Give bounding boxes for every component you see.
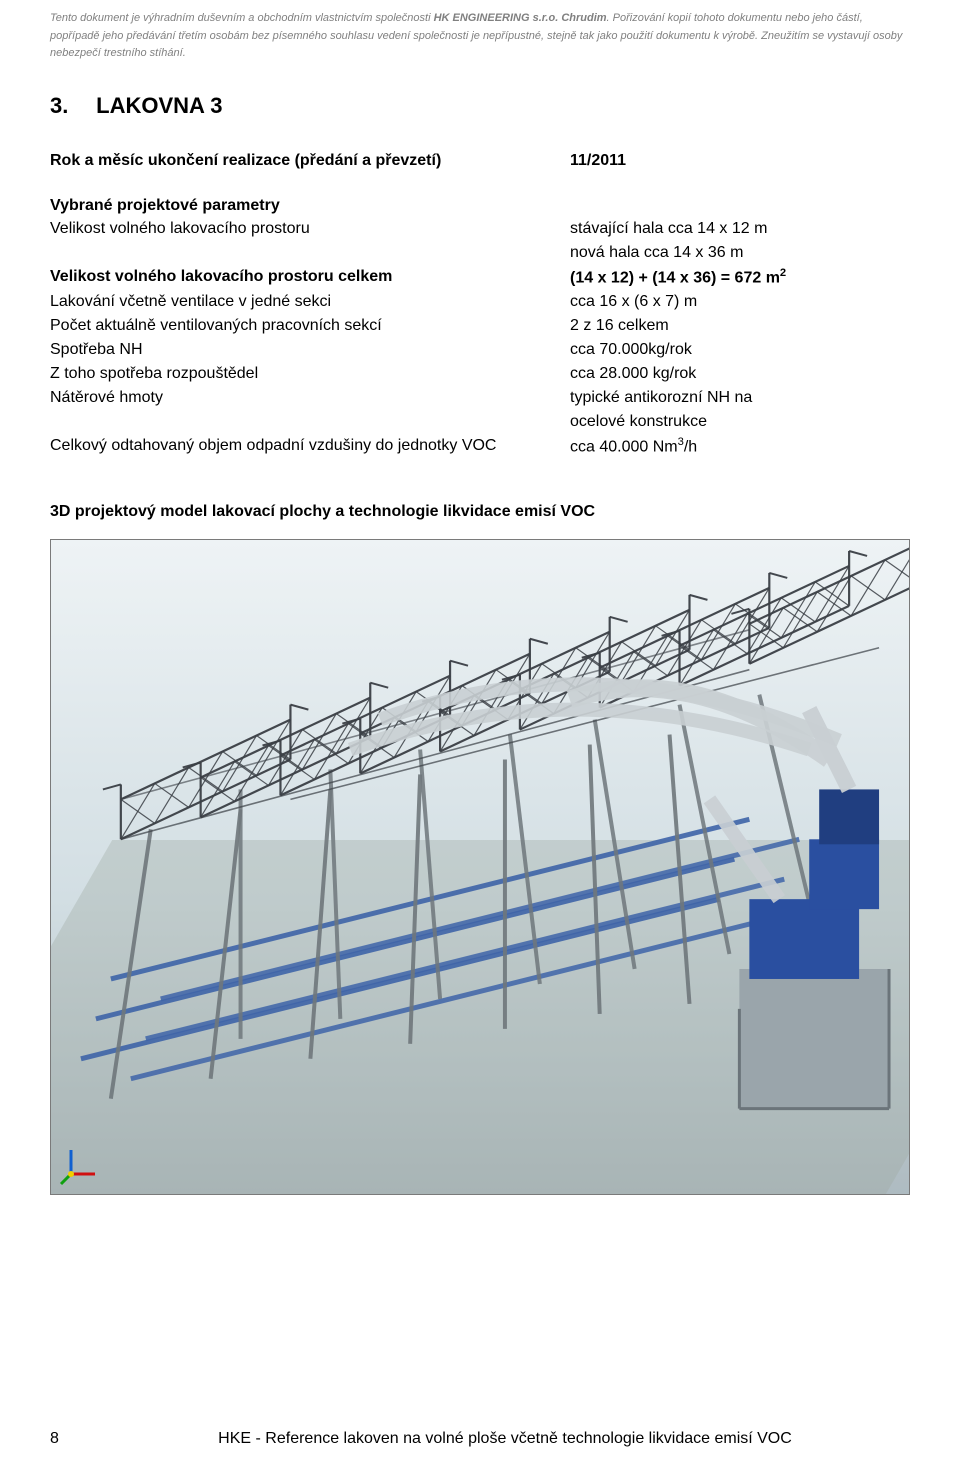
param-label: Lakování včetně ventilace v jedné sekci (50, 290, 570, 314)
disclaimer-company: HK ENGINEERING s.r.o. Chrudim (434, 12, 607, 24)
param-value: 2 z 16 celkem (570, 314, 910, 338)
completion-value: 11/2011 (570, 149, 910, 173)
param-value: nová hala cca 14 x 36 m (570, 241, 910, 265)
param-row: Velikost volného lakovacího prostorustáv… (50, 217, 910, 241)
param-value: typické antikorozní NH na (570, 386, 910, 410)
param-label: Počet aktuálně ventilovaných pracovních … (50, 314, 570, 338)
param-label (50, 410, 570, 434)
param-label: Spotřeba NH (50, 338, 570, 362)
param-row: Velikost volného lakovacího prostoru cel… (50, 265, 910, 290)
section-title-text: LAKOVNA 3 (96, 93, 222, 118)
param-row: Z toho spotřeba rozpouštědelcca 28.000 k… (50, 362, 910, 386)
param-row: Spotřeba NHcca 70.000kg/rok (50, 338, 910, 362)
param-value: ocelové konstrukce (570, 410, 910, 434)
param-row: Lakování včetně ventilace v jedné sekcic… (50, 290, 910, 314)
page-number: 8 (50, 1430, 100, 1448)
disclaimer-text: Tento dokument je výhradním duševním a o… (50, 10, 910, 63)
param-value: cca 70.000kg/rok (570, 338, 910, 362)
params-list: Velikost volného lakovacího prostorustáv… (50, 217, 910, 460)
param-label: Nátěrové hmoty (50, 386, 570, 410)
param-label (50, 241, 570, 265)
completion-label: Rok a měsíc ukončení realizace (předání … (50, 149, 570, 173)
section-heading: 3. LAKOVNA 3 (50, 93, 910, 119)
param-value: cca 16 x (6 x 7) m (570, 290, 910, 314)
page-footer: 8 HKE - Reference lakoven na volné ploše… (50, 1430, 910, 1448)
section-number: 3. (50, 93, 90, 119)
param-value: cca 40.000 Nm3/h (570, 434, 910, 459)
completion-row: Rok a měsíc ukončení realizace (předání … (50, 149, 910, 173)
param-label: Velikost volného lakovacího prostoru (50, 217, 570, 241)
param-row: nová hala cca 14 x 36 m (50, 241, 910, 265)
params-header: Vybrané projektové parametry (50, 197, 910, 215)
param-row: ocelové konstrukce (50, 410, 910, 434)
param-row: Počet aktuálně ventilovaných pracovních … (50, 314, 910, 338)
param-row: Nátěrové hmotytypické antikorozní NH na (50, 386, 910, 410)
param-value: (14 x 12) + (14 x 36) = 672 m2 (570, 265, 910, 290)
param-label: Celkový odtahovaný objem odpadní vzdušin… (50, 434, 570, 459)
figure-caption: 3D projektový model lakovací plochy a te… (50, 503, 910, 521)
param-label: Velikost volného lakovacího prostoru cel… (50, 265, 570, 290)
param-row: Celkový odtahovaný objem odpadní vzdušin… (50, 434, 910, 459)
disclaimer-prefix: Tento dokument je výhradním duševním a o… (50, 12, 434, 24)
param-value: cca 28.000 kg/rok (570, 362, 910, 386)
param-value: stávající hala cca 14 x 12 m (570, 217, 910, 241)
render-3d-model (50, 539, 910, 1195)
axis-gizmo-icon (59, 1146, 99, 1186)
footer-text: HKE - Reference lakoven na volné ploše v… (100, 1430, 910, 1448)
param-label: Z toho spotřeba rozpouštědel (50, 362, 570, 386)
render-structure-svg (51, 540, 909, 1194)
